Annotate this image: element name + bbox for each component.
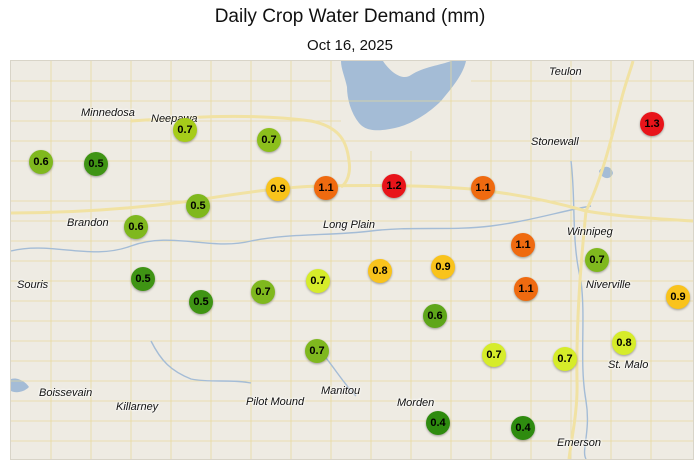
station-marker[interactable]: 0.9 bbox=[266, 177, 290, 201]
station-marker[interactable]: 0.5 bbox=[84, 152, 108, 176]
town-label: Manitou bbox=[321, 385, 361, 397]
station-marker[interactable]: 0.8 bbox=[368, 259, 392, 283]
basemap bbox=[11, 61, 693, 459]
station-marker[interactable]: 0.5 bbox=[189, 290, 213, 314]
station-marker[interactable]: 0.7 bbox=[251, 280, 275, 304]
station-marker[interactable]: 0.6 bbox=[124, 215, 148, 239]
town-label: Long Plain bbox=[323, 219, 375, 231]
station-marker[interactable]: 0.5 bbox=[131, 267, 155, 291]
station-marker[interactable]: 1.1 bbox=[514, 277, 538, 301]
station-marker[interactable]: 1.1 bbox=[511, 233, 535, 257]
station-marker[interactable]: 0.7 bbox=[305, 339, 329, 363]
station-marker[interactable]: 0.7 bbox=[585, 248, 609, 272]
station-marker[interactable]: 0.7 bbox=[482, 343, 506, 367]
highways bbox=[11, 61, 693, 459]
town-label: St. Malo bbox=[608, 359, 649, 371]
map-date: Oct 16, 2025 bbox=[307, 37, 393, 54]
town-label: Winnipeg bbox=[567, 226, 613, 238]
station-marker[interactable]: 0.6 bbox=[423, 304, 447, 328]
rivers bbox=[11, 160, 592, 459]
station-marker[interactable]: 0.5 bbox=[186, 194, 210, 218]
town-label: Boissevain bbox=[39, 387, 93, 399]
station-marker[interactable]: 0.8 bbox=[612, 331, 636, 355]
station-marker[interactable]: 0.7 bbox=[257, 128, 281, 152]
station-marker[interactable]: 0.4 bbox=[426, 411, 450, 435]
station-marker[interactable]: 0.6 bbox=[29, 150, 53, 174]
station-marker[interactable]: 0.4 bbox=[511, 416, 535, 440]
town-label: Killarney bbox=[116, 401, 159, 413]
town-label: Stonewall bbox=[531, 136, 579, 148]
station-marker[interactable]: 1.1 bbox=[314, 176, 338, 200]
station-marker[interactable]: 1.2 bbox=[382, 174, 406, 198]
road-grid bbox=[11, 61, 693, 459]
town-label: Brandon bbox=[67, 217, 109, 229]
station-marker[interactable]: 1.1 bbox=[471, 176, 495, 200]
station-marker[interactable]: 0.9 bbox=[431, 255, 455, 279]
town-label: Souris bbox=[17, 279, 49, 291]
station-marker[interactable]: 0.9 bbox=[666, 285, 690, 309]
town-label: Pilot Mound bbox=[246, 396, 305, 408]
map-canvas[interactable]: Teulon Minnedosa Neepawa Stonewall Winni… bbox=[10, 60, 694, 460]
town-label: Emerson bbox=[557, 437, 602, 449]
town-label: Minnedosa bbox=[81, 107, 135, 119]
town-label: Teulon bbox=[549, 66, 582, 78]
station-marker[interactable]: 1.3 bbox=[640, 112, 664, 136]
station-marker[interactable]: 0.7 bbox=[553, 347, 577, 371]
station-marker[interactable]: 0.7 bbox=[306, 269, 330, 293]
station-marker[interactable]: 0.7 bbox=[173, 118, 197, 142]
town-label: Morden bbox=[397, 397, 435, 409]
lake-manitoba-shape bbox=[341, 61, 466, 131]
lake-southwest-shape bbox=[11, 378, 29, 393]
town-label: Niverville bbox=[586, 279, 631, 291]
map-title: Daily Crop Water Demand (mm) bbox=[214, 6, 486, 27]
